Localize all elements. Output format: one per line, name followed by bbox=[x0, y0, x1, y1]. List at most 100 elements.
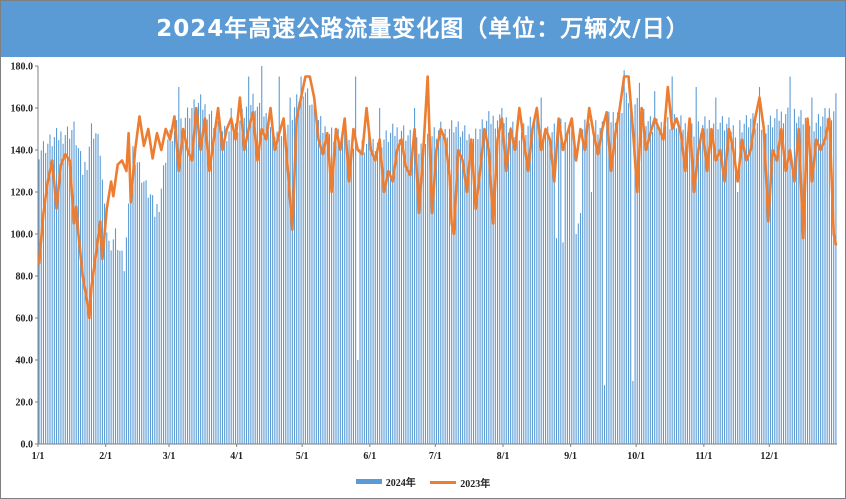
bar-2024 bbox=[132, 146, 134, 444]
x-tick-label: 4/1 bbox=[230, 451, 243, 462]
bar-2024 bbox=[490, 123, 492, 445]
bar-2024 bbox=[45, 152, 47, 444]
bar-2024 bbox=[171, 140, 173, 444]
bar-2024 bbox=[138, 162, 141, 444]
bar-2024 bbox=[296, 94, 298, 444]
bar-2024 bbox=[403, 125, 405, 445]
x-tick-label: 1/1 bbox=[32, 451, 45, 462]
bar-2024 bbox=[324, 126, 326, 445]
bar-2024 bbox=[38, 159, 40, 444]
bar-2024 bbox=[429, 145, 431, 445]
bar-2024 bbox=[678, 121, 680, 445]
bar-2024 bbox=[601, 121, 603, 444]
bar-2024 bbox=[357, 360, 359, 444]
bar-2024 bbox=[706, 128, 708, 444]
y-tick-label: 160.0 bbox=[11, 104, 34, 115]
bar-2024 bbox=[656, 118, 658, 444]
bar-2024 bbox=[569, 127, 571, 445]
bar-2024 bbox=[830, 120, 833, 444]
bar-2024 bbox=[597, 134, 599, 444]
bar-2024 bbox=[660, 122, 662, 444]
bar-2024 bbox=[630, 96, 632, 444]
bar-2024 bbox=[114, 228, 117, 444]
bar-2024 bbox=[800, 110, 802, 444]
bar-2024 bbox=[400, 130, 403, 444]
bar-2024 bbox=[780, 111, 782, 444]
bar-2024 bbox=[106, 232, 108, 444]
bar-2024 bbox=[571, 121, 573, 444]
bar-2024 bbox=[754, 128, 756, 444]
bar-2024 bbox=[603, 385, 606, 444]
bar-2024 bbox=[593, 126, 595, 444]
bar-2024 bbox=[673, 114, 675, 444]
bar-2024 bbox=[326, 140, 328, 445]
bar-2024 bbox=[728, 117, 730, 444]
bar-2024 bbox=[82, 174, 84, 444]
bar-2024 bbox=[724, 130, 726, 444]
bar-2024 bbox=[782, 123, 785, 444]
bar-2024 bbox=[669, 129, 671, 444]
bar-2024 bbox=[239, 120, 241, 444]
y-tick-labels: 0.0 20.0 40.0 60.0 80.0 100.0 120.0 140.0 160.0 1… bbox=[11, 62, 34, 451]
bar-2024 bbox=[813, 131, 815, 444]
y-tick-label: 0.0 bbox=[21, 440, 34, 451]
bar-2024 bbox=[93, 138, 95, 444]
bar-2024 bbox=[741, 132, 743, 445]
bar-2024 bbox=[217, 121, 219, 444]
y-tick-label: 140.0 bbox=[11, 146, 34, 157]
bar-2024 bbox=[283, 125, 285, 445]
bar-2024 bbox=[693, 136, 695, 444]
bar-2024 bbox=[363, 152, 365, 444]
bar-2024 bbox=[405, 140, 407, 444]
x-tick-label: 5/1 bbox=[296, 451, 309, 462]
bar-2024 bbox=[160, 188, 162, 444]
bar-2024 bbox=[501, 108, 503, 444]
bar-2024 bbox=[248, 76, 250, 444]
bar-2024 bbox=[272, 121, 274, 445]
x-tick-label: 10/1 bbox=[627, 451, 645, 462]
bar-2024 bbox=[516, 128, 518, 444]
bar-2024 bbox=[418, 153, 420, 444]
legend: 2024年 2023年 bbox=[0, 474, 846, 490]
bar-2024 bbox=[311, 104, 313, 444]
bar-2024 bbox=[462, 131, 464, 444]
bar-2024 bbox=[320, 116, 322, 445]
bar-2024 bbox=[420, 143, 422, 444]
bar-2024 bbox=[767, 124, 769, 445]
bar-2024 bbox=[355, 76, 357, 444]
bar-2024 bbox=[534, 122, 536, 444]
bar-2024 bbox=[285, 135, 287, 444]
bar-2024 bbox=[206, 119, 208, 445]
bar-2024 bbox=[772, 127, 774, 444]
bar-2024 bbox=[617, 112, 619, 444]
bar-2024 bbox=[748, 127, 750, 444]
bar-2024 bbox=[315, 124, 317, 445]
bar-2024 bbox=[352, 148, 354, 445]
bar-2024 bbox=[486, 120, 488, 444]
x-tick-label: 12/1 bbox=[760, 451, 778, 462]
bar-2024 bbox=[108, 240, 110, 444]
bar-2024 bbox=[752, 113, 754, 444]
bar-2024 bbox=[156, 203, 158, 444]
legend-swatch-2024 bbox=[355, 479, 382, 484]
bar-2024 bbox=[833, 111, 835, 444]
bar-2024 bbox=[95, 133, 97, 444]
bar-2024 bbox=[414, 108, 416, 444]
bar-2024 bbox=[632, 381, 634, 444]
bar-2024 bbox=[641, 111, 643, 445]
bar-2024 bbox=[466, 140, 468, 444]
bar-2024 bbox=[213, 128, 215, 444]
bar-2024 bbox=[608, 111, 610, 445]
bar-2024 bbox=[479, 129, 481, 444]
bar-2024 bbox=[488, 111, 490, 445]
bar-2024 bbox=[261, 66, 263, 444]
bar-2024 bbox=[254, 110, 256, 445]
bar-2024 bbox=[599, 127, 601, 444]
bar-2024 bbox=[542, 139, 544, 444]
bar-2024 bbox=[464, 125, 466, 444]
bar-2024 bbox=[737, 192, 739, 444]
bar-2024 bbox=[123, 271, 125, 444]
bar-2024 bbox=[121, 250, 123, 444]
bar-2024 bbox=[505, 117, 507, 445]
bar-2024 bbox=[372, 138, 374, 444]
